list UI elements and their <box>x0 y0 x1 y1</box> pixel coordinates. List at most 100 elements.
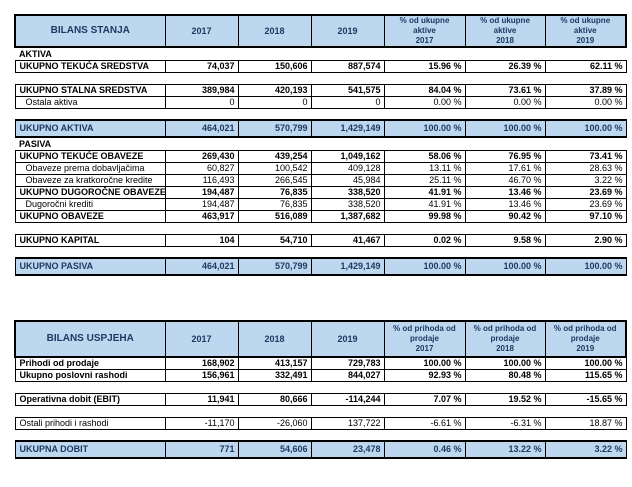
percent-cell: 23.69 % <box>544 197 627 211</box>
table-row: UKUPNO TEKUĆA SREDSTVA 74,037 150,606 887,5… <box>14 59 627 73</box>
value-cell <box>165 108 238 120</box>
percent-cell <box>465 405 545 417</box>
value-cell: 266,545 <box>237 173 312 187</box>
row-label <box>15 246 165 258</box>
row-label <box>15 108 165 120</box>
percent-cell <box>545 137 626 150</box>
col-header-year-2019: 2019 <box>310 320 385 358</box>
value-cell: 116,493 <box>164 173 239 187</box>
row-label: UKUPNO AKTIVA <box>14 119 166 138</box>
percent-cell <box>384 108 465 120</box>
percent-cell: 100.00 % <box>383 356 466 370</box>
value-cell: 0 <box>310 95 385 109</box>
percent-cell: 19.52 % <box>464 392 546 406</box>
value-cell <box>165 246 238 258</box>
row-label: UKUPNA DOBIT <box>14 440 166 459</box>
value-cell: 771 <box>164 440 239 459</box>
table-row: Ukupno poslovni rashodi 156,961 332,491 844… <box>14 368 627 382</box>
value-cell: -11,170 <box>164 416 239 430</box>
value-cell <box>238 405 311 417</box>
value-cell: 137,722 <box>310 416 385 430</box>
col-header-pct-2018: % od ukupne aktive 2018 <box>464 14 546 48</box>
value-cell <box>238 246 311 258</box>
percent-cell: 3.22 % <box>544 440 627 459</box>
percent-cell: 73.61 % <box>464 83 546 97</box>
table-row: UKUPNA DOBIT 771 54,606 23,478 0.46 % 13.22 %… <box>14 440 627 459</box>
row-label: AKTIVA <box>15 47 165 60</box>
row-label: UKUPNO KAPITAL <box>14 233 166 247</box>
value-cell: 76,835 <box>237 185 312 199</box>
row-label <box>15 72 165 84</box>
percent-cell <box>545 47 626 60</box>
percent-cell: 90.42 % <box>464 209 546 223</box>
percent-cell <box>545 72 626 84</box>
value-cell: 74,037 <box>164 59 239 73</box>
percent-cell <box>545 405 626 417</box>
percent-cell: 13.11 % <box>383 161 466 175</box>
percent-cell: 115.65 % <box>544 368 627 382</box>
col-header-year-2018: 2018 <box>237 14 312 48</box>
value-cell: 1,387,682 <box>310 209 385 223</box>
value-cell: -26,060 <box>237 416 312 430</box>
percent-cell: 13.22 % <box>464 440 546 459</box>
percent-cell: 7.07 % <box>383 392 466 406</box>
value-cell: 269,430 <box>164 149 239 163</box>
col-header-pct-2019: % od prihoda od prodaje 2019 <box>544 320 627 358</box>
value-cell <box>165 72 238 84</box>
table-row: PASIVA <box>15 137 626 150</box>
table-row: AKTIVA <box>15 47 626 60</box>
value-cell: 45,984 <box>310 173 385 187</box>
percent-cell: 2.90 % <box>544 233 627 247</box>
value-cell: 0 <box>237 95 312 109</box>
value-cell: 54,710 <box>237 233 312 247</box>
value-cell <box>165 429 238 441</box>
value-cell: 11,941 <box>164 392 239 406</box>
percent-cell: -6.61 % <box>383 416 466 430</box>
table-row: Ostala aktiva 0 0 0 0.00 % 0.00 % 0.00 % <box>14 95 627 109</box>
value-cell: 60,827 <box>164 161 239 175</box>
value-cell <box>238 137 311 150</box>
row-label: UKUPNO STALNA SREDSTVA <box>14 83 166 97</box>
spacer-row <box>15 108 626 120</box>
value-cell <box>311 72 384 84</box>
value-cell: 420,193 <box>237 83 312 97</box>
value-cell: 413,157 <box>237 356 312 370</box>
row-label: Obaveze prema dobavljačima <box>14 161 166 175</box>
percent-cell: 26.39 % <box>464 59 546 73</box>
percent-cell: 99.98 % <box>383 209 466 223</box>
percent-cell: 37.89 % <box>544 83 627 97</box>
value-cell <box>238 222 311 234</box>
row-label <box>15 381 165 393</box>
financial-report-page: BILANS STANJA 2017 2018 2019 % od ukupne… <box>14 14 627 459</box>
percent-cell <box>465 47 545 60</box>
row-label: Prihodi od prodaje <box>14 356 166 370</box>
value-cell <box>165 381 238 393</box>
spacer-row <box>15 405 626 417</box>
percent-cell: -6.31 % <box>464 416 546 430</box>
percent-cell <box>465 246 545 258</box>
balance-sheet-table: BILANS STANJA 2017 2018 2019 % od ukupne… <box>14 14 627 276</box>
percent-cell: 41.91 % <box>383 185 466 199</box>
table-row: Ostali prihodi i rashodi -11,170 -26,060 13… <box>14 416 627 430</box>
percent-cell: 100.00 % <box>544 356 627 370</box>
percent-cell: 25.11 % <box>383 173 466 187</box>
percent-cell: 100.00 % <box>544 119 627 138</box>
table-row: UKUPNO PASIVA 464,021 570,799 1,429,149 100.… <box>14 257 627 276</box>
table-row: UKUPNO KAPITAL 104 54,710 41,467 0.02 % 9.58 … <box>14 233 627 247</box>
percent-cell: 58.06 % <box>383 149 466 163</box>
value-cell <box>238 381 311 393</box>
value-cell: 1,049,162 <box>310 149 385 163</box>
percent-cell: 100.00 % <box>544 257 627 276</box>
table-row: UKUPNO OBAVEZE 463,917 516,089 1,387,682 99.… <box>14 209 627 223</box>
col-header-year-2018: 2018 <box>237 320 312 358</box>
col-header-pct-2017: % od prihoda od prodaje 2017 <box>383 320 466 358</box>
col-header-pct-2017: % od ukupne aktive 2017 <box>383 14 466 48</box>
spacer-row <box>15 222 626 234</box>
percent-cell: 13.46 % <box>464 197 546 211</box>
value-cell <box>238 429 311 441</box>
row-label: Operativna dobit (EBIT) <box>14 392 166 406</box>
col-header-pct-2018: % od prihoda od prodaje 2018 <box>464 320 546 358</box>
percent-cell: -15.65 % <box>544 392 627 406</box>
value-cell: 570,799 <box>237 119 312 138</box>
percent-cell: 18.87 % <box>544 416 627 430</box>
